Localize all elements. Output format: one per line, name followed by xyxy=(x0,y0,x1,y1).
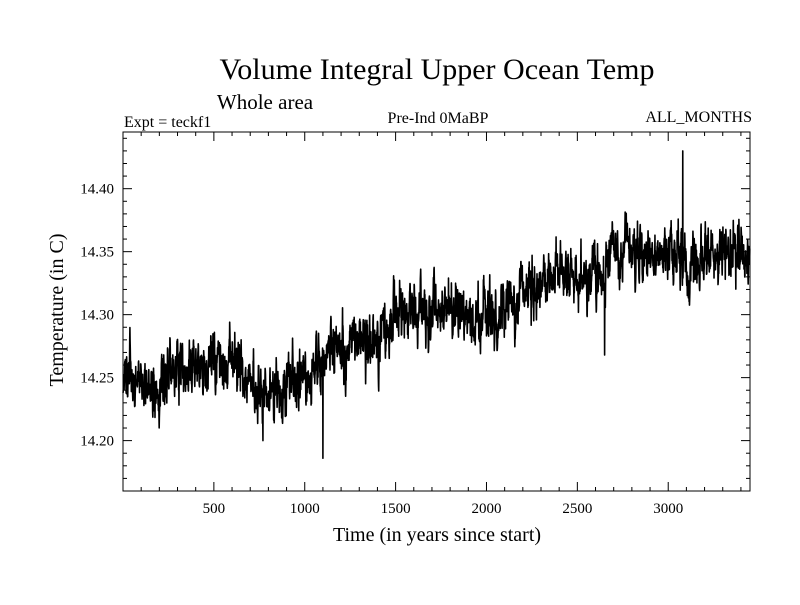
x-tick-label: 500 xyxy=(203,501,226,517)
y-tick-label: 14.20 xyxy=(80,434,114,450)
x-tick-label: 2000 xyxy=(471,501,501,517)
y-tick-label: 14.35 xyxy=(80,245,114,261)
y-tick-label: 14.25 xyxy=(80,371,114,387)
series-line xyxy=(122,150,751,460)
x-tick-label: 2500 xyxy=(562,501,592,517)
months-label: ALL_MONTHS xyxy=(645,109,752,126)
x-tick-label: 1500 xyxy=(381,501,411,517)
x-axis-label: Time (in years since start) xyxy=(333,524,541,546)
y-axis-label: Temperature (in C) xyxy=(46,234,68,387)
ticks-layer: 500 1000 1500 2000 2500 3000 14.20 14.25 14.30 14… xyxy=(80,132,750,517)
x-tick-label: 3000 xyxy=(653,501,683,517)
y-tick-label: 14.40 xyxy=(80,182,114,198)
expt-label: Expt = teckf1 xyxy=(124,114,211,131)
series-layer xyxy=(122,150,751,460)
period-label: Pre-Ind 0MaBP xyxy=(388,110,489,127)
y-tick-label: 14.30 xyxy=(80,308,114,324)
chart-subtitle: Whole area xyxy=(217,90,314,114)
chart-title: Volume Integral Upper Ocean Temp xyxy=(220,53,655,86)
plot-frame xyxy=(122,131,751,492)
x-tick-label: 1000 xyxy=(290,501,320,517)
